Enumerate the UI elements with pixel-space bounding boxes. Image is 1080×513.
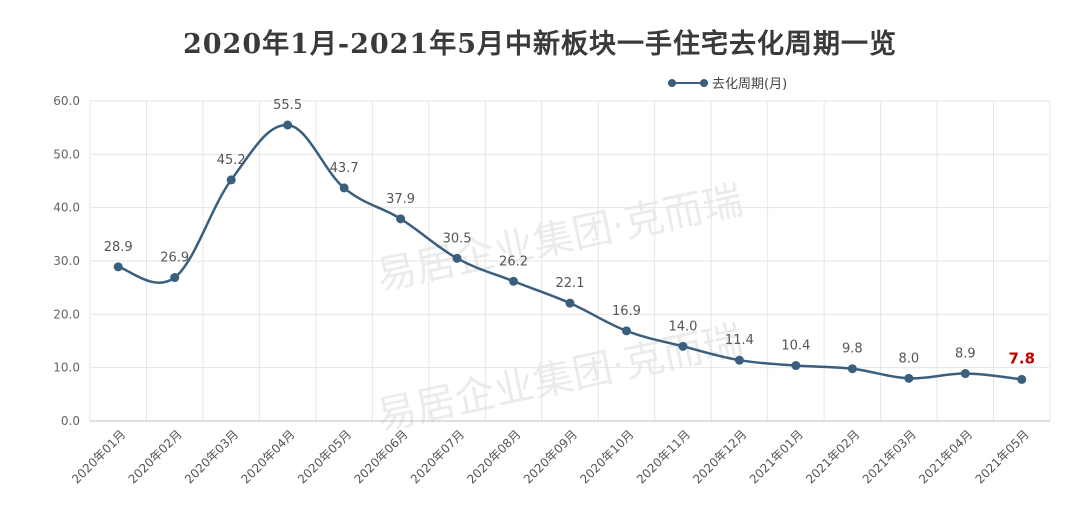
data-label: 55.5 — [273, 98, 302, 113]
series-layer — [113, 120, 1027, 384]
data-point — [170, 273, 180, 283]
x-tick-label: 2021年04月 — [916, 427, 975, 486]
x-tick-label: 2020年10月 — [577, 427, 636, 486]
x-tick-label: 2020年01月 — [69, 427, 128, 486]
data-label: 10.4 — [781, 339, 810, 354]
x-tick-label: 2020年05月 — [295, 427, 354, 486]
x-tick-label: 2020年07月 — [408, 427, 467, 486]
y-tick-label: 30.0 — [53, 254, 80, 268]
data-point — [734, 355, 744, 365]
data-label: 30.5 — [443, 231, 472, 246]
data-label: 7.8 — [1008, 349, 1035, 367]
data-point — [960, 369, 970, 379]
x-tick-label: 2020年04月 — [239, 427, 298, 486]
data-point — [678, 341, 688, 351]
data-point — [565, 298, 575, 308]
data-label: 8.9 — [955, 347, 976, 362]
y-tick-label: 40.0 — [53, 201, 80, 215]
data-point — [283, 120, 293, 130]
data-label: 22.1 — [556, 276, 585, 291]
data-label: 28.9 — [104, 240, 133, 255]
data-label: 45.2 — [217, 153, 246, 168]
x-tick-label: 2020年09月 — [521, 427, 580, 486]
x-tick-label: 2021年05月 — [973, 427, 1032, 486]
x-tick-label: 2021年01月 — [747, 427, 806, 486]
data-point — [452, 253, 462, 263]
data-point — [621, 326, 631, 336]
data-point — [904, 373, 914, 383]
data-label: 43.7 — [330, 161, 359, 176]
data-point — [339, 183, 349, 193]
data-point — [1017, 374, 1027, 384]
data-label: 14.0 — [668, 319, 697, 334]
x-tick-label: 2020年08月 — [464, 427, 523, 486]
series-line — [117, 123, 1022, 381]
legend-label: 去化周期(月) — [712, 77, 788, 92]
data-label-layer: 28.9 26.9 45.2 55.5 43.7 37.9 30.5 26.2 22.1 16.9… — [104, 98, 1035, 367]
data-point — [847, 364, 857, 374]
x-tick-label: 2021年02月 — [803, 427, 862, 486]
x-axis: 2020年01月2020年02月2020年03月2020年04月2020年05月… — [69, 427, 1032, 486]
data-point — [113, 262, 123, 272]
x-tick-label: 2020年03月 — [182, 427, 241, 486]
data-label: 26.9 — [160, 251, 189, 266]
chart-title: 2020年1月-2021年5月中新板块一手住宅去化周期一览 — [182, 29, 898, 60]
y-axis: 0.0 10.0 20.0 30.0 40.0 50.0 60.0 — [53, 94, 80, 428]
y-tick-label: 20.0 — [53, 307, 80, 321]
x-tick-label: 2020年11月 — [634, 427, 693, 486]
x-tick-label: 2020年12月 — [690, 427, 749, 486]
data-label: 37.9 — [386, 192, 415, 207]
data-label: 16.9 — [612, 304, 641, 319]
y-tick-label: 10.0 — [53, 361, 80, 375]
data-point — [396, 214, 406, 224]
data-point — [509, 276, 519, 286]
x-tick-label: 2021年03月 — [860, 427, 919, 486]
y-tick-label: 50.0 — [53, 147, 80, 161]
legend-line-marker — [668, 78, 708, 87]
data-point — [791, 361, 801, 371]
y-tick-label: 0.0 — [61, 414, 80, 428]
data-label: 26.2 — [499, 254, 528, 269]
data-point — [226, 175, 236, 185]
data-label: 9.8 — [842, 342, 863, 357]
data-label: 11.4 — [725, 333, 754, 348]
y-tick-label: 60.0 — [53, 94, 80, 108]
grid-layer — [89, 100, 1051, 422]
legend: 去化周期(月) — [668, 73, 787, 92]
data-label: 8.0 — [898, 351, 919, 366]
x-tick-label: 2020年02月 — [126, 427, 185, 486]
